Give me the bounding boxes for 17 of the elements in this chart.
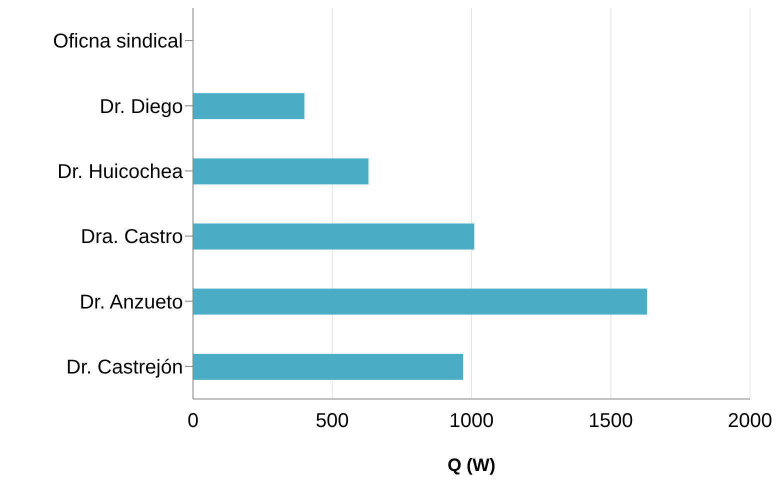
bar	[193, 288, 647, 315]
y-tick-label: Dra. Castro	[80, 226, 183, 248]
x-tick-label: 1500	[588, 410, 633, 432]
y-tick-label: Dr. Diego	[100, 96, 183, 118]
x-tick-label: 0	[187, 410, 199, 432]
y-tick-label: Dr. Huicochea	[57, 161, 184, 184]
y-tick-label: Dr. Castrejón	[66, 356, 183, 379]
x-tick-label: 1000	[449, 410, 494, 432]
bar	[193, 354, 464, 380]
bar	[193, 158, 368, 184]
bar	[193, 93, 304, 120]
x-tick-label: 2000	[728, 410, 772, 432]
bar	[193, 224, 474, 250]
y-tick-label: Oficna sindical	[52, 30, 183, 53]
x-axis-title: Q (W)	[448, 455, 496, 475]
y-tick-label: Dr. Anzueto	[80, 291, 183, 314]
x-tick-label: 500	[316, 410, 349, 432]
